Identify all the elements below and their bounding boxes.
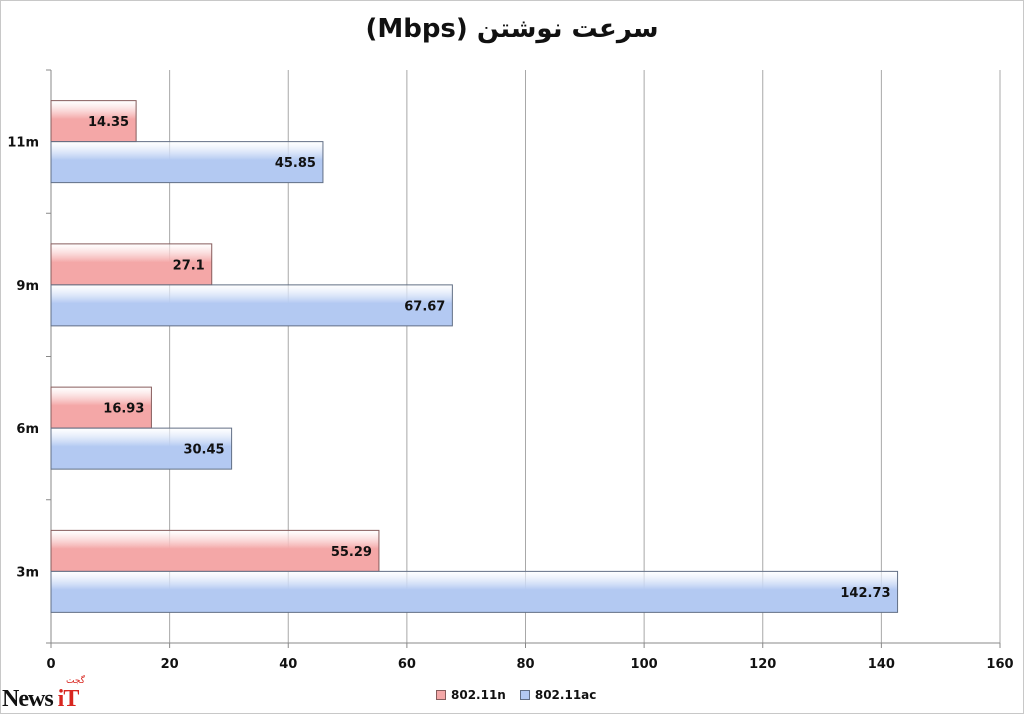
newsit-logo: News iT (2, 686, 79, 712)
bar-802.11n-9m (50, 243, 213, 286)
data-label: 27.1 (173, 258, 205, 273)
bar-802.11n-6m (50, 386, 152, 429)
data-label: 30.45 (183, 443, 224, 458)
x-tick-label: 20 (161, 657, 179, 672)
bar-802.11ac-11m (50, 141, 324, 184)
chart-title: سرعت نوشتن (Mbps) (365, 14, 659, 44)
bar-802.11ac-3m (50, 570, 899, 613)
y-tick-label-3m: 3m (16, 565, 39, 580)
data-label: 45.85 (275, 156, 316, 171)
x-tick-label: 120 (749, 657, 776, 672)
data-label: 14.35 (88, 115, 129, 130)
bar-802.11ac-9m (50, 284, 453, 327)
x-tick-label: 80 (516, 657, 534, 672)
legend-label-802-11ac: 802.11ac (534, 688, 597, 702)
x-tick-label: 100 (631, 657, 658, 672)
legend: 802.11n 802.11ac (436, 688, 596, 702)
bar-802.11n-3m (50, 529, 380, 572)
x-tick-label: 40 (279, 657, 297, 672)
legend-label-802-11n: 802.11n (451, 688, 506, 702)
data-label: 142.73 (840, 586, 890, 601)
data-label: 67.67 (404, 299, 445, 314)
bar-802.11n-11m (50, 100, 137, 143)
y-tick-label-11m: 11m (7, 136, 39, 151)
x-tick-label: 160 (986, 657, 1013, 672)
x-tick-label: 0 (46, 657, 55, 672)
x-tick-label: 60 (398, 657, 416, 672)
legend-item-802-11ac: 802.11ac (519, 688, 597, 702)
bar-802.11ac-6m (50, 427, 233, 470)
y-tick-label-6m: 6m (16, 422, 39, 437)
data-label: 55.29 (331, 545, 372, 560)
x-tick-label: 140 (868, 657, 895, 672)
legend-item-802-11n: 802.11n (436, 688, 506, 702)
newsit-logo-small-text: گجت (66, 676, 85, 686)
y-tick-label-9m: 9m (16, 279, 39, 294)
legend-swatch-802-11n (436, 690, 446, 700)
data-label: 16.93 (103, 402, 144, 417)
legend-swatch-802-11ac (519, 690, 530, 700)
